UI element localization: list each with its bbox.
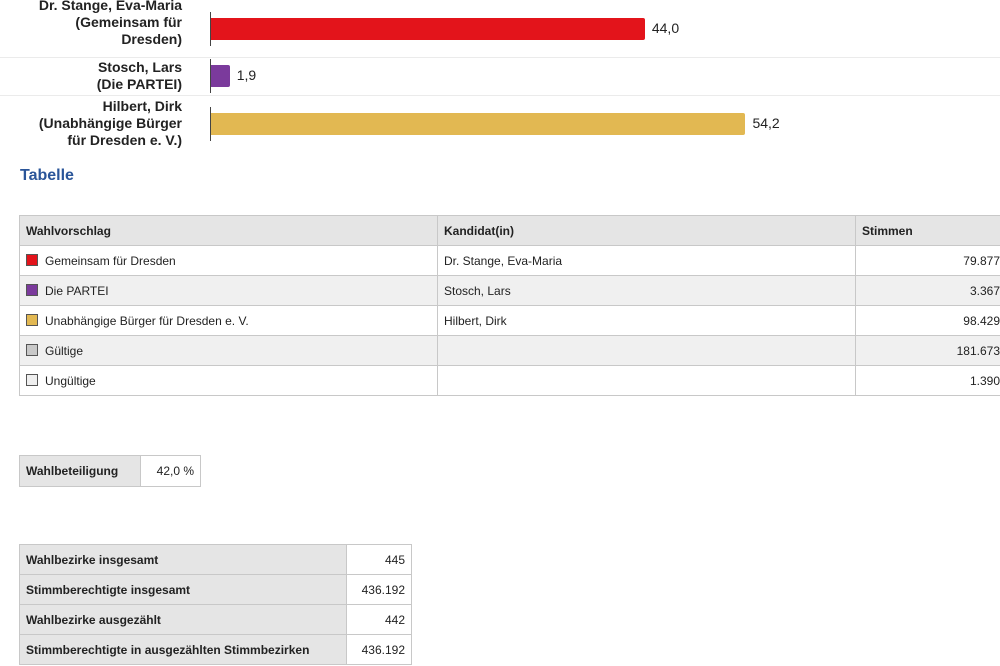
party-cell: Unabhängige Bürger für Dresden e. V. [19, 305, 438, 336]
color-swatch-icon [26, 343, 38, 356]
color-swatch-icon [26, 313, 38, 326]
party-cell: Die PARTEI [19, 275, 438, 306]
color-swatch-icon [26, 253, 38, 266]
bar-category-label: Stosch, Lars (Die PARTEI) [96, 59, 182, 92]
row-divider [0, 57, 1000, 58]
stats-row: Stimmberechtigte in ausgezählten Stimmbe… [19, 634, 412, 665]
votes-cell: 1.390 [855, 365, 1000, 396]
party-name: Gültige [45, 343, 84, 358]
candidate-cell: Stosch, Lars [437, 275, 856, 306]
stats-row: Wahlbezirke insgesamt 445 [19, 544, 412, 575]
table-row: Unabhängige Bürger für Dresden e. V. Hil… [19, 305, 1000, 336]
stats-row: Wahlbezirke ausgezählt 442 [19, 604, 412, 635]
bar-row: Dr. Stange, Eva-Maria (Gemeinsam für Dresd… [0, 0, 1000, 57]
bar-value-label: 1,9 [236, 67, 257, 83]
bar-axis-line [210, 11, 211, 46]
turnout-value: 42,0 % [140, 455, 201, 487]
party-name: Unabhängige Bürger für Dresden e. V. [45, 313, 249, 328]
turnout-table: Wahlbeteiligung 42,0 % [19, 455, 201, 487]
table-row: Die PARTEI Stosch, Lars 3.367 [19, 275, 1000, 306]
stats-label: Stimmberechtigte insgesamt [19, 574, 347, 605]
candidate-cell [437, 335, 856, 366]
column-header-candidate: Kandidat(in) [437, 215, 856, 246]
bar-axis-line [210, 59, 211, 93]
stats-label: Wahlbezirke ausgezählt [19, 604, 347, 635]
turnout-row: Wahlbeteiligung 42,0 % [19, 455, 201, 487]
bar [211, 17, 645, 40]
results-bar-chart: Dr. Stange, Eva-Maria (Gemeinsam für Dresd… [0, 0, 1000, 152]
bar-value-label: 54,2 [752, 114, 780, 131]
candidate-cell: Hilbert, Dirk [437, 305, 856, 336]
votes-cell: 79.877 [855, 245, 1000, 276]
color-swatch-icon [26, 283, 38, 296]
stats-label: Wahlbezirke insgesamt [19, 544, 347, 575]
column-header-votes: Stimmen [855, 215, 1000, 246]
stats-row: Stimmberechtigte insgesamt 436.192 [19, 574, 412, 605]
votes-cell: 98.429 [855, 305, 1000, 336]
bar-category-label: Dr. Stange, Eva-Maria (Gemeinsam für Dresd… [38, 0, 182, 47]
votes-cell: 181.673 [855, 335, 1000, 366]
stats-table: Wahlbezirke insgesamt 445 Stimmberechtig… [19, 544, 412, 665]
stats-label: Stimmberechtigte in ausgezählten Stimmbe… [19, 634, 347, 665]
table-row: Gemeinsam für Dresden Dr. Stange, Eva-Ma… [19, 245, 1000, 276]
bar [211, 65, 230, 87]
column-header-party: Wahlvorschlag [19, 215, 438, 246]
candidate-cell: Dr. Stange, Eva-Maria [437, 245, 856, 276]
party-cell: Gemeinsam für Dresden [19, 245, 438, 276]
color-swatch-icon [26, 373, 38, 386]
votes-cell: 3.367 [855, 275, 1000, 306]
party-cell: Gültige [19, 335, 438, 366]
section-heading: Tabelle [20, 167, 74, 184]
results-table: Wahlvorschlag Kandidat(in) Stimmen Gemei… [19, 215, 1000, 396]
bar-axis-line [210, 106, 211, 141]
bar-category-label: Hilbert, Dirk (Unabhängige Bürger für Dres… [38, 98, 182, 148]
bar [211, 112, 746, 135]
party-name: Die PARTEI [45, 283, 109, 298]
stats-value: 436.192 [346, 634, 412, 665]
stats-value: 445 [346, 544, 412, 575]
party-name: Ungültige [45, 373, 96, 388]
party-cell: Ungültige [19, 365, 438, 396]
stats-value: 442 [346, 604, 412, 635]
stats-value: 436.192 [346, 574, 412, 605]
turnout-label: Wahlbeteiligung [19, 455, 141, 487]
bar-row: Stosch, Lars (Die PARTEI) 1,9 [0, 57, 1000, 95]
candidate-cell [437, 365, 856, 396]
row-divider [0, 95, 1000, 96]
bar-value-label: 44,0 [651, 19, 680, 36]
table-row: Ungültige 1.390 [19, 365, 1000, 396]
results-header-row: Wahlvorschlag Kandidat(in) Stimmen [19, 215, 1000, 246]
party-name: Gemeinsam für Dresden [45, 253, 176, 268]
bar-row: Hilbert, Dirk (Unabhängige Bürger für Dres… [0, 95, 1000, 152]
table-row: Gültige 181.673 [19, 335, 1000, 366]
